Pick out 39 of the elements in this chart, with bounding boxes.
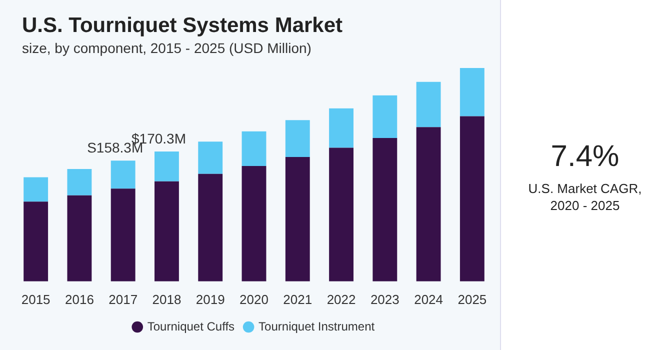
bar [285,120,310,157]
bar [24,202,48,282]
bar [372,95,398,138]
bar [329,148,354,282]
legend-label: Tourniquet Cuffs [147,319,235,334]
bar [154,181,179,282]
chart-subtitle: size, by component, 2015 - 2025 (USD Million) [22,40,312,56]
text: U.S. Market CAGR, 2020 - 2025 [527,180,643,214]
bar [198,142,223,174]
bar [154,151,179,182]
x-tick-label: 2015 [21,292,50,307]
x-tick-label: 2020 [240,292,268,307]
bar [242,131,266,166]
bar [416,127,441,282]
legend-label: Tourniquet Instrument [258,319,376,334]
bar [24,177,48,202]
bar [460,68,484,116]
text: 7.4% [550,140,620,174]
bar [198,174,223,282]
x-tick-label: 2016 [64,292,94,307]
bar [329,108,354,148]
x-tick-label: 2017 [108,292,138,307]
bar [285,156,310,282]
x-tick-label: 2023 [370,292,400,307]
x-tick-label: 2025 [458,292,487,307]
x-tick-label: 2024 [414,292,444,307]
chart-title: U.S. Tourniquet Systems Market [22,14,343,38]
bar [460,116,484,282]
bar [110,188,136,282]
bar [372,138,398,282]
bar [67,168,92,196]
x-tick-label: 2018 [152,292,182,307]
bar [416,82,441,128]
x-tick-label: 2019 [196,292,225,307]
x-tick-label: 2021 [283,292,312,307]
x-tick-label: 2022 [326,292,356,307]
bar [67,195,92,282]
bar [110,160,136,189]
bar [242,166,266,282]
